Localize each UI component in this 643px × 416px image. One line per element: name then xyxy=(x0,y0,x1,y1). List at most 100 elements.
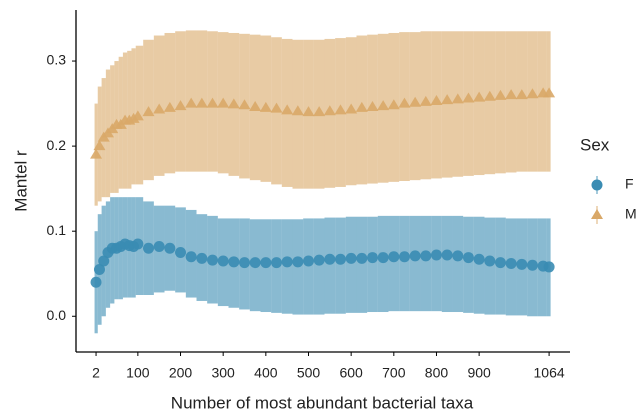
legend-label: F xyxy=(625,176,634,192)
point xyxy=(90,276,102,288)
point xyxy=(142,106,155,117)
point xyxy=(227,98,240,109)
point xyxy=(238,99,251,110)
point xyxy=(483,90,496,101)
point xyxy=(302,255,314,267)
point xyxy=(324,253,336,265)
point xyxy=(313,254,325,266)
error-bar xyxy=(431,215,442,312)
point xyxy=(543,87,556,98)
point xyxy=(98,255,110,267)
error-bar xyxy=(463,216,474,313)
point xyxy=(207,254,219,266)
error-bar xyxy=(313,218,325,315)
error-bar xyxy=(452,215,464,313)
error-bar xyxy=(537,31,547,172)
point xyxy=(388,251,400,263)
point xyxy=(206,97,219,108)
error-bar xyxy=(473,216,485,314)
point xyxy=(175,246,187,258)
error-bar xyxy=(367,216,378,313)
point xyxy=(217,97,230,108)
x-tick-label: 2 xyxy=(92,365,100,381)
x-tick-label: 300 xyxy=(211,365,235,381)
point xyxy=(281,256,293,268)
error-bar xyxy=(484,31,496,175)
point xyxy=(163,101,176,112)
x-tick-label: 400 xyxy=(254,365,278,381)
point xyxy=(345,103,358,114)
error-bar xyxy=(505,31,517,173)
point xyxy=(462,252,474,264)
point xyxy=(185,251,197,263)
y-tick-label: 0.0 xyxy=(47,307,67,323)
error-bar xyxy=(345,216,357,313)
point xyxy=(131,110,144,121)
point xyxy=(90,148,103,159)
y-tick-label: 0.3 xyxy=(47,52,67,68)
point xyxy=(259,101,272,112)
point xyxy=(484,255,496,267)
point xyxy=(153,241,165,253)
point xyxy=(420,250,432,262)
point xyxy=(441,94,454,105)
point xyxy=(473,253,485,265)
x-axis-label: Number of most abundant bacterial taxa xyxy=(171,393,474,412)
point xyxy=(398,97,411,108)
error-bar xyxy=(409,215,421,312)
point xyxy=(366,252,378,264)
point xyxy=(291,105,304,116)
x-tick-label: 100 xyxy=(126,365,150,381)
point xyxy=(377,252,389,264)
point xyxy=(281,104,294,115)
error-bar xyxy=(420,215,432,312)
error-bar xyxy=(527,31,538,172)
point xyxy=(143,242,155,254)
error-bar xyxy=(303,218,314,315)
x-tick-label: 1064 xyxy=(534,365,565,381)
error-bar xyxy=(473,31,485,176)
y-tick-label: 0.1 xyxy=(47,222,67,238)
error-bar xyxy=(324,217,336,314)
point xyxy=(377,100,390,111)
error-bar xyxy=(452,31,464,177)
point xyxy=(93,263,105,275)
point xyxy=(543,261,555,273)
error-bar xyxy=(463,31,474,176)
point xyxy=(174,100,187,111)
point xyxy=(494,257,506,269)
y-tick-label: 0.2 xyxy=(47,137,67,153)
y-axis-label: Mantel r xyxy=(11,150,30,212)
point xyxy=(430,249,442,261)
legend-label: M xyxy=(625,206,637,222)
error-bar xyxy=(441,31,453,178)
legend-title: Sex xyxy=(580,135,610,154)
point xyxy=(302,106,315,117)
point xyxy=(494,89,507,100)
point xyxy=(323,105,336,116)
point xyxy=(185,97,198,108)
error-bar xyxy=(546,31,551,172)
point xyxy=(398,251,410,263)
point xyxy=(505,89,518,100)
point xyxy=(292,256,304,268)
x-tick-label: 900 xyxy=(467,365,491,381)
x-tick-label: 700 xyxy=(382,365,406,381)
point xyxy=(473,91,486,102)
point xyxy=(409,250,421,262)
legend-marker xyxy=(591,179,603,191)
point xyxy=(93,140,106,151)
point xyxy=(270,102,283,113)
error-bar xyxy=(495,31,506,174)
legend-marker xyxy=(591,209,603,219)
point xyxy=(249,257,261,269)
point xyxy=(239,257,251,269)
point xyxy=(313,106,326,117)
point xyxy=(228,256,240,268)
point xyxy=(526,88,539,99)
point xyxy=(451,93,464,104)
point xyxy=(526,259,538,271)
point xyxy=(462,92,475,103)
point xyxy=(505,258,517,270)
point xyxy=(249,100,262,111)
